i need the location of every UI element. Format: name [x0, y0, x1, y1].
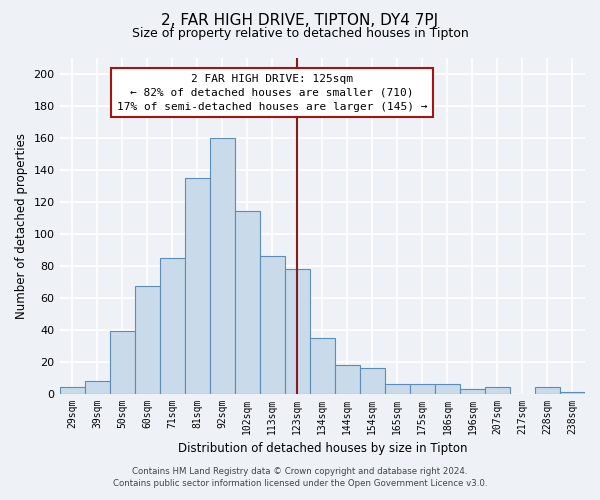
Bar — [335, 365, 360, 394]
Bar — [285, 268, 310, 394]
Bar — [435, 384, 460, 394]
Text: 2 FAR HIGH DRIVE: 125sqm
← 82% of detached houses are smaller (710)
17% of semi-: 2 FAR HIGH DRIVE: 125sqm ← 82% of detach… — [117, 74, 427, 112]
Bar — [209, 138, 235, 394]
Bar — [360, 368, 385, 394]
Bar — [110, 331, 134, 394]
Bar — [310, 338, 335, 394]
Bar — [235, 211, 260, 394]
Text: 2, FAR HIGH DRIVE, TIPTON, DY4 7PJ: 2, FAR HIGH DRIVE, TIPTON, DY4 7PJ — [161, 12, 439, 28]
Text: Size of property relative to detached houses in Tipton: Size of property relative to detached ho… — [131, 28, 469, 40]
Bar — [260, 256, 285, 394]
Bar — [485, 387, 510, 394]
Bar — [59, 387, 85, 394]
Bar — [385, 384, 410, 394]
Bar — [85, 381, 110, 394]
Bar — [410, 384, 435, 394]
Text: Contains HM Land Registry data © Crown copyright and database right 2024.
Contai: Contains HM Land Registry data © Crown c… — [113, 466, 487, 487]
Bar — [134, 286, 160, 394]
X-axis label: Distribution of detached houses by size in Tipton: Distribution of detached houses by size … — [178, 442, 467, 455]
Bar — [460, 389, 485, 394]
Bar — [160, 258, 185, 394]
Y-axis label: Number of detached properties: Number of detached properties — [15, 132, 28, 318]
Bar — [560, 392, 585, 394]
Bar — [185, 178, 209, 394]
Bar — [535, 387, 560, 394]
